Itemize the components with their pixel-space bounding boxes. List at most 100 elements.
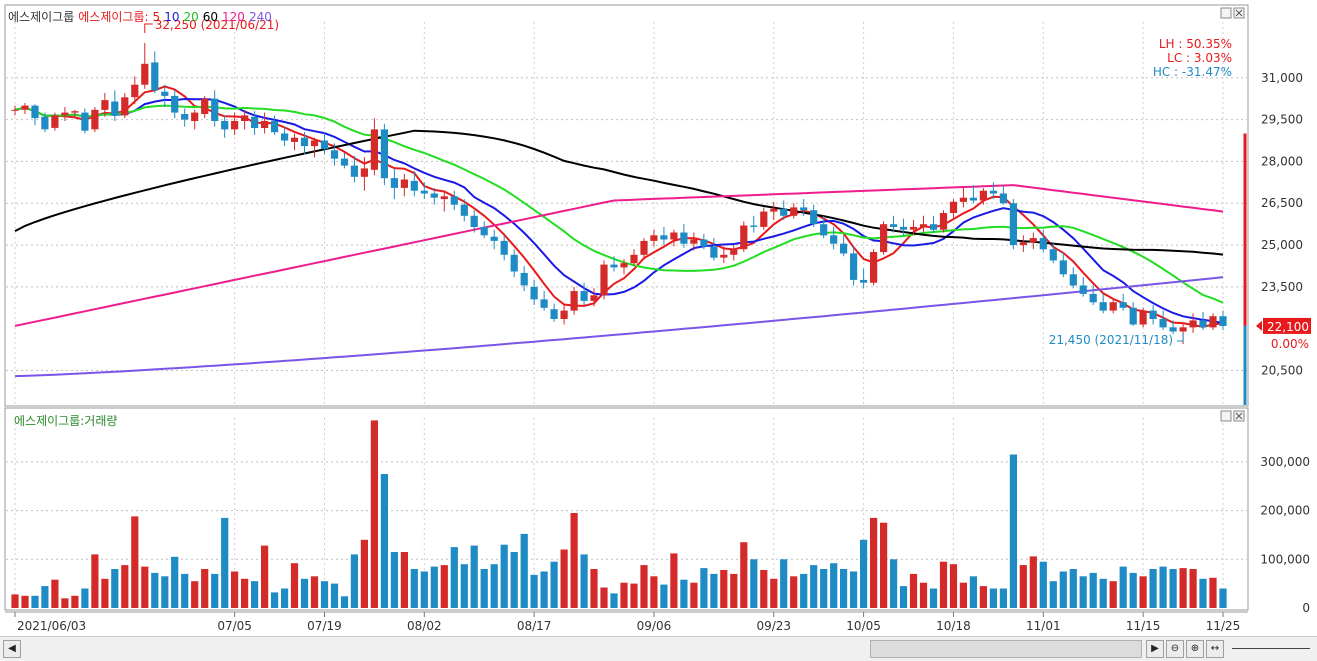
candle-body	[380, 129, 388, 179]
volume-bar	[760, 570, 768, 608]
volume-bar	[929, 588, 938, 608]
volume-bar	[231, 571, 239, 608]
candle-body	[750, 225, 758, 227]
legend-ma-60: 60	[202, 10, 219, 24]
price-panel-maximize-icon[interactable]	[1220, 7, 1232, 19]
ma-60-line	[14, 129, 1224, 256]
volume-bar	[131, 516, 139, 608]
volume-bar	[111, 569, 119, 608]
candle-body	[480, 226, 488, 236]
volume-bar	[360, 539, 368, 608]
stat-hc: HC : -31.47%	[1153, 65, 1232, 79]
low-annotation: 21,450 (2021/11/18)	[1049, 333, 1173, 347]
volume-bar	[1069, 569, 1077, 608]
current-price-pointer-icon	[1256, 320, 1262, 331]
volume-bar	[440, 565, 448, 608]
date-tick-label: 2021/06/03	[17, 619, 86, 633]
candle-body	[969, 197, 977, 201]
legend-ma-20: 20	[183, 10, 199, 24]
candle-body	[650, 235, 658, 241]
volume-bar	[61, 598, 69, 608]
candle-body	[241, 115, 249, 121]
volume-bar	[450, 547, 458, 608]
candle-body	[520, 272, 528, 286]
scroll-right-icon[interactable]: ▶	[1146, 640, 1164, 658]
horizontal-scrollbar[interactable]: ◀ ▶ ⊖ ⊕ ↔	[0, 636, 1317, 661]
scroll-thumb[interactable]	[870, 640, 1142, 658]
date-axis: 2021/06/03 07/05 07/19 08/02 08/17 09/06 09/23…	[5, 611, 1248, 633]
annotations: 32,250 (2021/06/21) 21,450 (2021/11/18) LH…	[144, 18, 1232, 347]
volume-bar	[1109, 581, 1117, 608]
volume-bar	[780, 559, 788, 608]
candle-body	[41, 116, 49, 130]
stat-lc: LC : 3.03%	[1167, 51, 1232, 65]
candle-body	[400, 179, 408, 188]
volume-bar	[490, 564, 498, 608]
volume-bar	[400, 552, 408, 608]
price-tick-label: 25,000	[1261, 238, 1303, 252]
candle-body	[161, 91, 169, 96]
volume-bar	[959, 582, 967, 608]
volume-bar	[91, 554, 99, 608]
candle-body	[979, 190, 987, 201]
volume-bar	[909, 573, 918, 608]
volume-bar	[81, 588, 89, 608]
volume-bar	[201, 569, 209, 608]
candle-body	[440, 196, 448, 200]
candle-body	[350, 165, 358, 177]
volume-bar	[660, 584, 668, 608]
volume-bar	[1129, 572, 1137, 608]
candle-body	[560, 310, 568, 319]
volume-bar	[740, 542, 748, 608]
volume-bar	[241, 578, 249, 608]
range-slider[interactable]	[1232, 648, 1310, 649]
volume-bar	[121, 565, 129, 608]
volume-grid	[6, 418, 1247, 608]
date-tick-label: 09/06	[637, 619, 672, 633]
candle-body	[61, 112, 69, 116]
volume-bar	[620, 582, 628, 608]
volume-panel-maximize-icon[interactable]	[1220, 410, 1232, 422]
date-tick-label: 08/17	[517, 619, 552, 633]
volume-bar	[101, 578, 109, 608]
volume-bar	[171, 556, 179, 608]
zoom-out-icon[interactable]: ⊖	[1166, 640, 1184, 658]
candle-body	[540, 299, 548, 308]
candle-body	[1149, 310, 1157, 319]
candle-body	[720, 254, 728, 258]
price-panel[interactable]	[4, 4, 1249, 407]
candle-body	[660, 235, 668, 240]
candle-body	[430, 193, 438, 198]
volume-bar	[1029, 556, 1037, 608]
volume-bar	[570, 513, 578, 608]
expand-icon[interactable]: ↔	[1206, 640, 1224, 658]
volume-bar	[1169, 569, 1177, 608]
candle-body	[850, 253, 858, 280]
candle-body	[251, 116, 259, 128]
volume-bar	[1039, 561, 1047, 608]
candle-body	[1079, 285, 1087, 294]
volume-bar	[850, 571, 858, 608]
volume-bar	[151, 572, 159, 608]
volume-bar	[181, 573, 189, 608]
candle-body	[470, 215, 478, 227]
volume-bar	[700, 568, 708, 608]
volume-bar	[300, 578, 309, 608]
volume-bar	[810, 565, 818, 608]
volume-bar	[770, 578, 778, 608]
volume-bar	[261, 545, 269, 608]
scroll-left-icon[interactable]: ◀	[3, 640, 21, 658]
candle-body	[101, 100, 109, 110]
candle-body	[959, 197, 967, 202]
candlesticks	[11, 42, 1227, 345]
volume-bar	[1049, 581, 1057, 608]
volume-bar	[330, 583, 339, 608]
candle-body	[281, 133, 289, 141]
volume-legend-title: 에스제이그룹:거래량	[14, 414, 118, 428]
candle-body	[600, 264, 608, 296]
zoom-in-icon[interactable]: ⊕	[1186, 640, 1204, 658]
volume-bar	[610, 593, 618, 608]
volume-bar	[530, 574, 538, 608]
volume-bar	[790, 576, 798, 608]
